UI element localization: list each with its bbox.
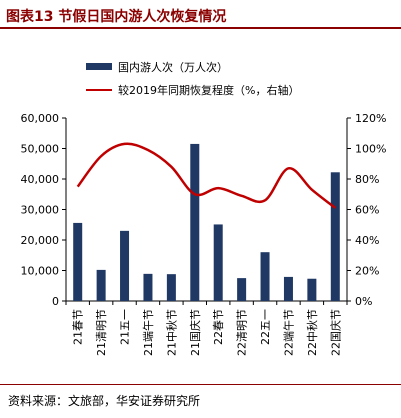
y-right-tick-label: 20% <box>355 265 379 278</box>
bar <box>96 269 106 301</box>
chart: 国内游人次（万人次） 较2019年同期恢复程度（%，右轴） 0 10,000 20,00… <box>21 60 387 356</box>
bar <box>237 278 247 301</box>
x-tick-label: 21清明节 <box>95 309 108 356</box>
y-right-tick-label: 100% <box>355 143 386 156</box>
y-right-tick-label: 60% <box>355 204 379 217</box>
source-note: 资料来源：文旅部，华安证券研究所 <box>8 394 201 408</box>
y-right-tick-label: 80% <box>355 173 379 186</box>
y-left-tick-label: 40,000 <box>21 173 60 186</box>
bar <box>143 273 153 301</box>
x-tick-label: 22五一 <box>259 309 272 345</box>
x-tick-label: 22春节 <box>212 309 225 345</box>
y-left-tick-label: 50,000 <box>21 143 60 156</box>
x-tick-label: 22中秋节 <box>305 309 319 356</box>
y-left-tick-label: 30,000 <box>21 204 60 217</box>
bar <box>330 172 340 301</box>
legend-bar-swatch <box>86 63 112 70</box>
x-tick-label: 21春节 <box>72 309 85 345</box>
y-left-tick-label: 20,000 <box>21 234 60 247</box>
bar <box>260 252 270 301</box>
x-tick-label: 21国庆节 <box>188 309 202 356</box>
y-right-tick-label: 0% <box>355 295 372 308</box>
figure-title: 图表13 节假日国内游人次恢复情况 <box>6 9 227 25</box>
y-right-tick-label: 120% <box>355 112 386 125</box>
x-tick-label: 22端午节 <box>282 309 295 356</box>
bar <box>73 222 83 301</box>
y-left-tick-label: 60,000 <box>21 112 60 125</box>
recovery-line <box>76 142 337 209</box>
x-tick-label: 22清明节 <box>236 309 249 356</box>
bar <box>190 143 200 301</box>
y-left-tick-label: 10,000 <box>21 265 60 278</box>
x-tick-label: 22国庆节 <box>328 309 342 356</box>
source-divider <box>0 384 401 385</box>
y-left-tick-label: 0 <box>52 295 59 308</box>
y-right-tick-label: 40% <box>355 234 379 247</box>
bar <box>166 274 176 301</box>
title-divider <box>0 27 401 29</box>
bar <box>307 278 317 301</box>
bar <box>120 230 130 301</box>
x-tick-label: 21中秋节 <box>164 309 178 356</box>
legend-line-label: 较2019年同期恢复程度（%，右轴） <box>118 83 299 97</box>
bar <box>213 224 223 301</box>
x-tick-label: 21五一 <box>119 309 132 345</box>
legend-bar-label: 国内游人次（万人次） <box>118 60 228 74</box>
x-tick-label: 21端午节 <box>142 309 155 356</box>
bar <box>283 276 293 301</box>
